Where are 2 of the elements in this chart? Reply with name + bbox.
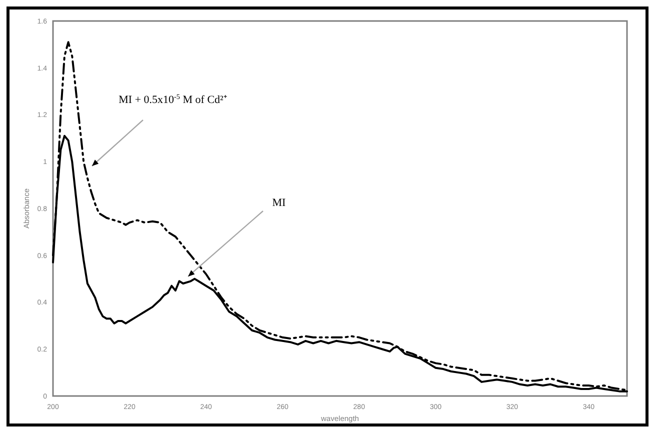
annotation: MI + 0.5x10$^{-5}$ M of Cd²⁺ (118, 93, 228, 106)
annotation: MI (272, 197, 286, 209)
